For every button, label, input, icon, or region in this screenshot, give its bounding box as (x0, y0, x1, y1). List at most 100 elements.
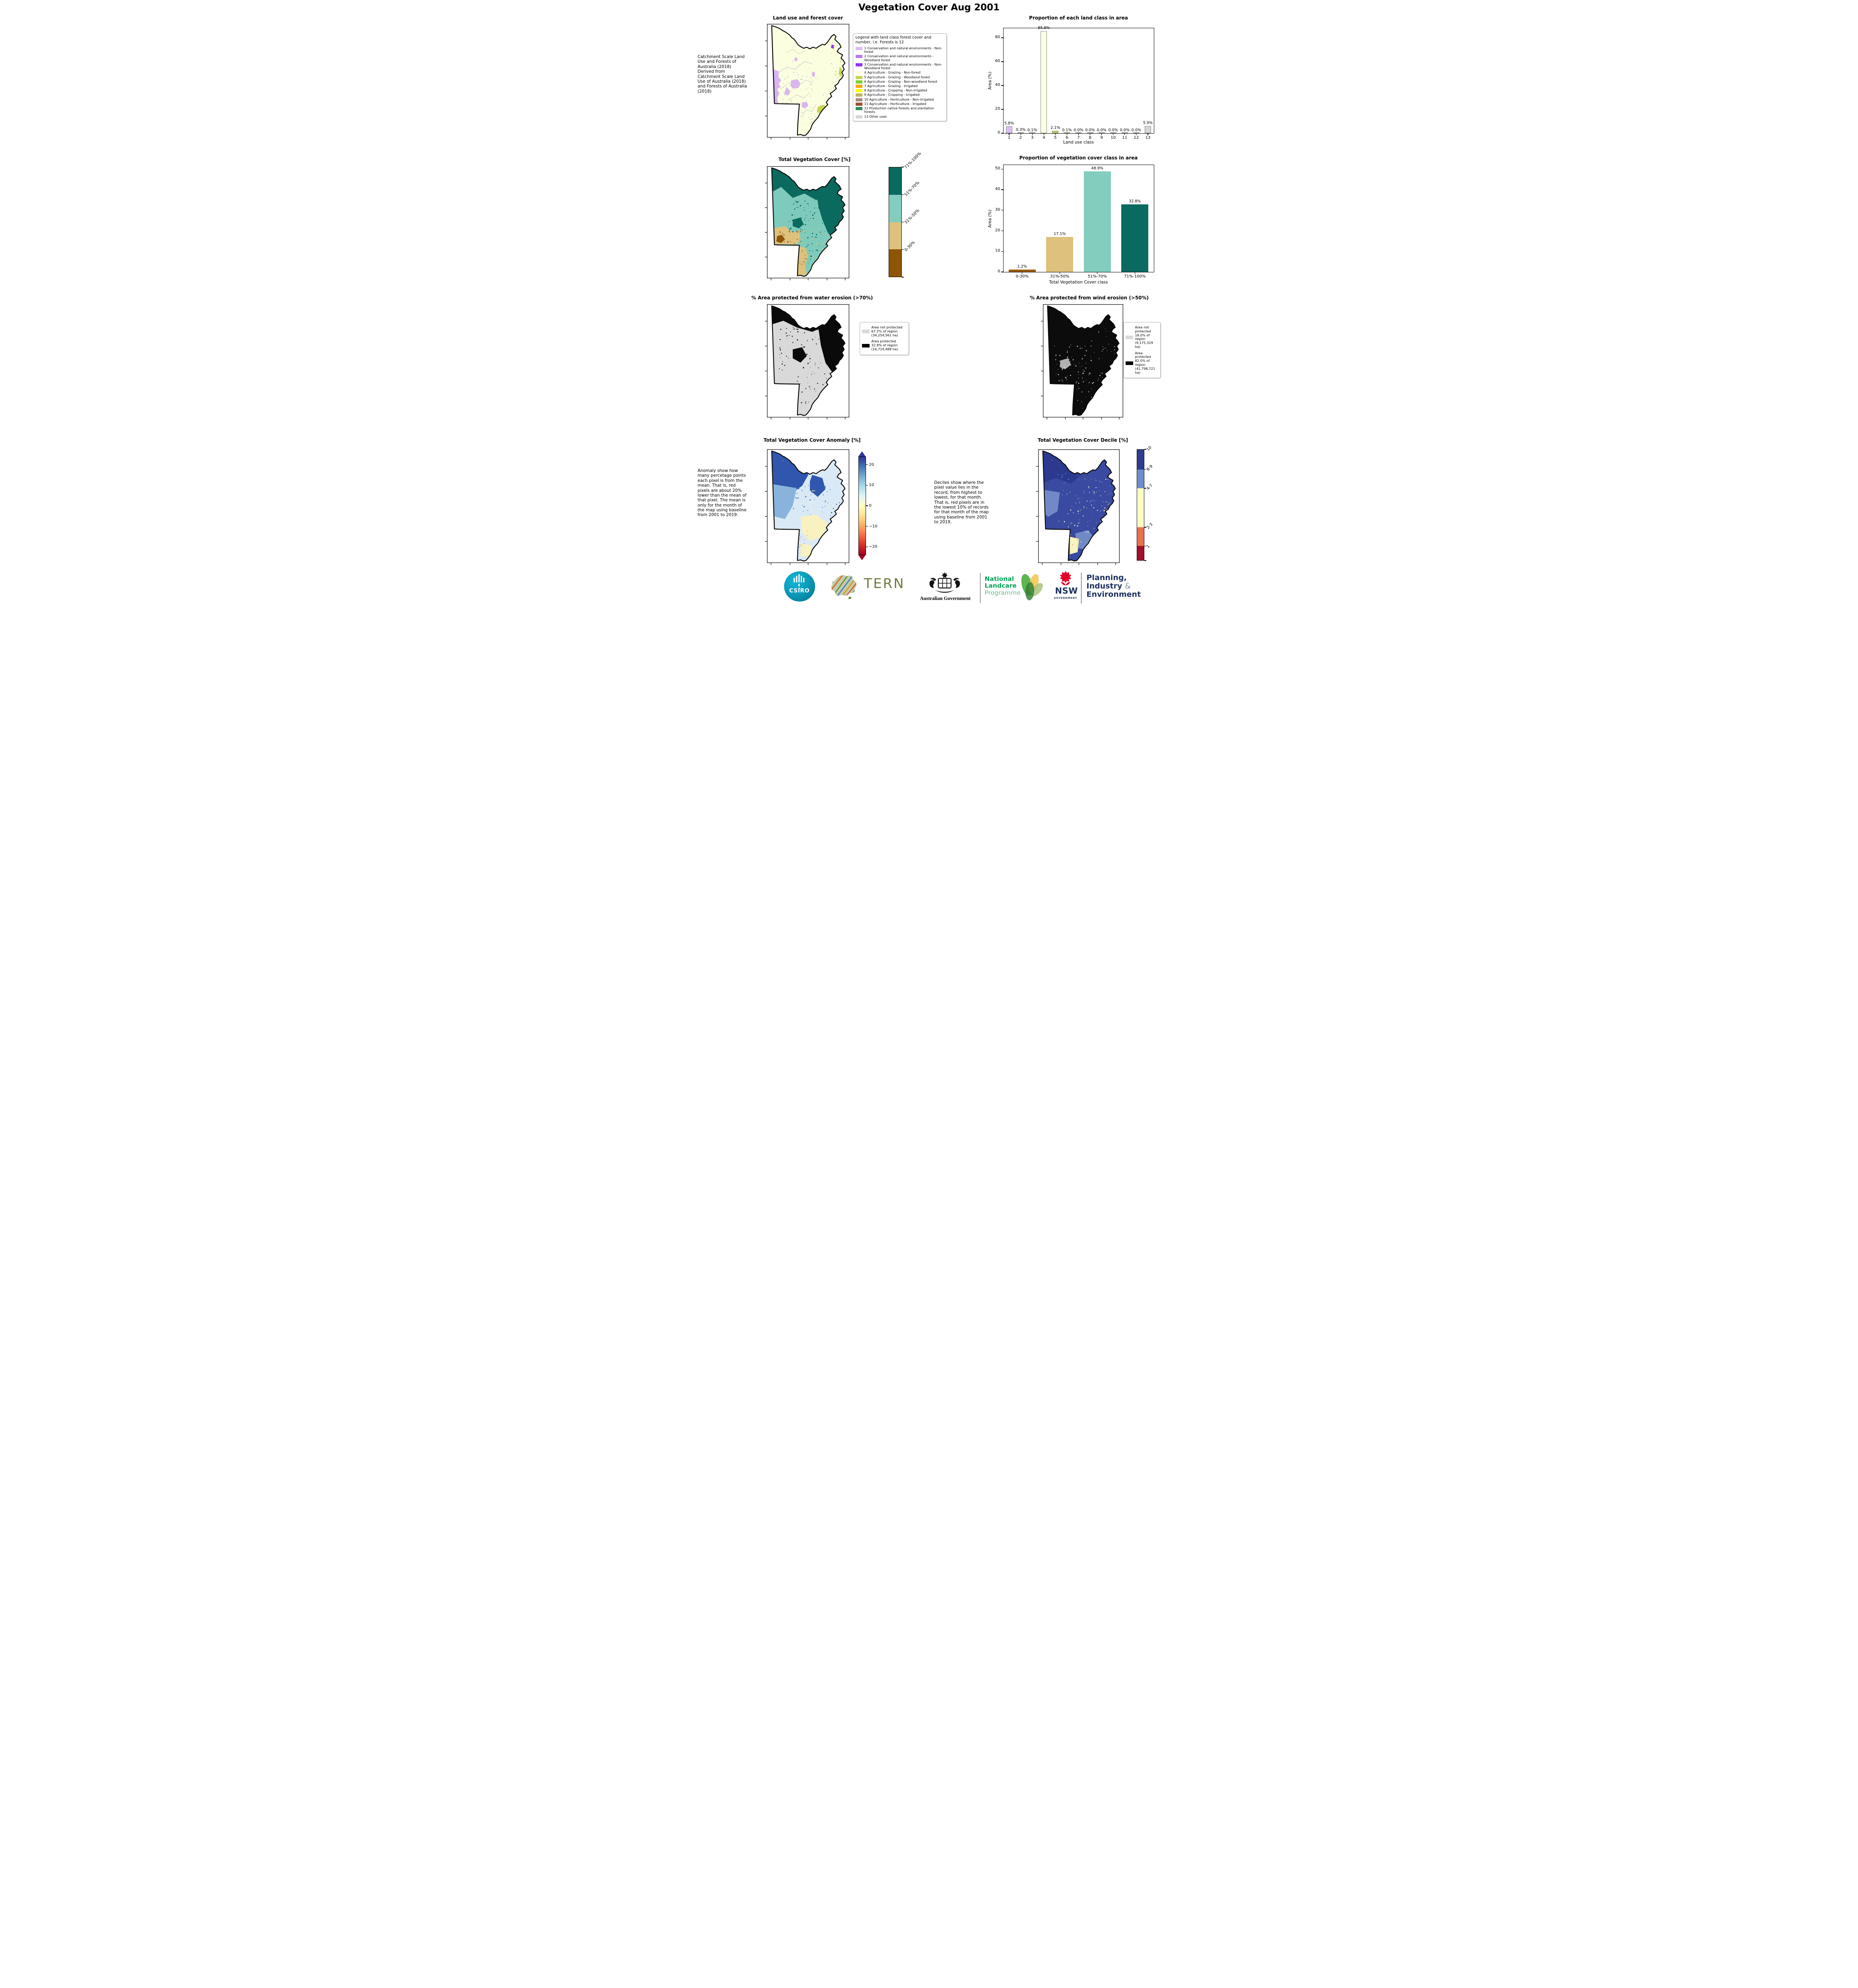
bar-value-label: 0.0% (1120, 128, 1130, 132)
x-tick (1147, 133, 1148, 135)
australian-government-text: Australian Government (920, 596, 971, 601)
bar-value-label: 0.0% (1131, 128, 1141, 132)
bar-value-label: 0.0% (1097, 128, 1107, 132)
legend-swatch (855, 84, 862, 88)
vegcover-map (765, 166, 849, 280)
bar (1133, 132, 1140, 133)
colorbar-label: 10 (1145, 445, 1153, 452)
anomaly-colorbar-arrow-up (858, 451, 866, 456)
x-tick-label: 13 (1145, 136, 1151, 140)
x-tick-label: 51%-70% (1087, 274, 1107, 279)
legend-swatch (855, 102, 862, 106)
colorbar-label: 0-30% (903, 240, 916, 252)
map2-svg (765, 166, 849, 280)
y-tick (1001, 37, 1004, 38)
y-tick-label: 50 (995, 166, 1000, 171)
x-tick-label: 0-30% (1015, 274, 1029, 279)
colorbar-segment (1137, 470, 1144, 489)
veg-class-chart-xlabel: Total Vegetation Cover class (1049, 280, 1108, 285)
y-tick (1001, 61, 1004, 62)
y-tick-label: 20 (995, 107, 1000, 111)
erosion-legend-label: Area protected 82.0% of region (41,798,7… (1135, 351, 1155, 375)
decile-colorbar-bar (1136, 449, 1144, 561)
erosion-legend-label: Area not protected 18.0% of region (9,17… (1135, 325, 1153, 349)
map1-svg (765, 24, 849, 140)
land-class-chart-title: Proportion of each land class in area (1029, 15, 1128, 21)
water-erosion-map (765, 304, 849, 419)
landuse-legend: Legend with land class forest cover and … (852, 33, 947, 121)
colorbar-tick (1144, 469, 1146, 470)
bar (1064, 132, 1070, 133)
report-page: Vegetation Cover Aug 2001 Catchment Scal… (697, 0, 1161, 607)
legend-item-label: 13 Other uses (864, 114, 887, 118)
colorbar-label: 8-9 (1145, 464, 1153, 472)
bar (1006, 126, 1013, 133)
bar-value-label: 17.1% (1054, 231, 1066, 236)
vegcover-colorbar-bar (888, 167, 902, 277)
anomaly-colorbar-label: −10 (869, 524, 878, 529)
wind-erosion-legend: Area not protected 18.0% of region (9,17… (1123, 322, 1161, 379)
map6-svg (1036, 449, 1120, 565)
x-tick (1078, 133, 1079, 135)
legend-item: 3 Conservation and natural environments … (855, 62, 944, 70)
landuse-map-title: Land use and forest cover (773, 15, 843, 21)
tern-australia-icon (831, 575, 856, 599)
bar-value-label: 0.1% (1027, 128, 1037, 132)
csiro-logo (784, 571, 815, 602)
map3-svg (765, 304, 849, 419)
bar-value-label: 0.0% (1108, 128, 1118, 132)
erosion-legend-label: Area protected 32.8% of region (16,719,4… (871, 339, 898, 351)
wind-erosion-title: % Area protected from wind erosion (>50%… (1029, 295, 1149, 301)
legend-item-label: 9 Agriculture - Cropping - Irrigated (864, 93, 920, 97)
ampersand: & (1125, 581, 1131, 590)
bar (1110, 132, 1116, 133)
bar (1083, 171, 1111, 272)
bar (1017, 132, 1024, 133)
anomaly-colorbar-label: 20 (869, 462, 874, 467)
landcare-leaf-icon (1021, 574, 1043, 600)
map5-svg (765, 449, 849, 565)
erosion-legend-item: Area protected 82.0% of region (41,798,7… (1125, 351, 1158, 375)
anomaly-colorbar-bar (858, 456, 866, 555)
agency-line1: Planning, (1086, 573, 1127, 582)
legend-item-label: 2 Conservation and natural environments … (864, 54, 934, 62)
y-tick-label: 10 (995, 248, 1000, 253)
legend-item: 8 Agriculture - Cropping - Non-irrigated (855, 88, 944, 93)
landuse-legend-title: Legend with land class forest cover and … (855, 35, 932, 45)
bar-value-label: 0.0% (1085, 128, 1095, 132)
nsw-government-text: GOVERNMENT (1054, 596, 1078, 600)
legend-item-label: 5 Agriculture - Grazing - Woodland fores… (864, 75, 930, 79)
legend-item: 6 Agriculture - Grazing - Non-woodland f… (855, 80, 944, 83)
y-tick-label: 30 (995, 207, 1000, 212)
legend-item-label: 3 Conservation and natural environments … (864, 62, 942, 70)
legend-item-label: 1 Conservation and natural environments … (864, 46, 942, 54)
legend-item: 12 Production native forests and plantat… (855, 106, 944, 114)
legend-item-label: 7 Agriculture - Grazing - Irrigated (864, 83, 918, 88)
colorbar-label: 51%-70% (903, 181, 920, 198)
x-tick-label: 5 (1054, 136, 1057, 140)
x-tick-label: 31%-50% (1050, 274, 1070, 279)
decile-map (1036, 449, 1120, 565)
y-tick-label: 0 (998, 130, 1000, 135)
colorbar-tick (1144, 560, 1146, 561)
colorbar-label: 1 (1145, 544, 1151, 549)
bar-value-label: 48.9% (1091, 166, 1103, 171)
bar (1087, 132, 1093, 133)
anomaly-map (765, 449, 849, 565)
page-title: Vegetation Cover Aug 2001 (858, 2, 1000, 13)
legend-swatch (855, 63, 862, 66)
legend-item: 11 Agriculture - Horticulture - Irrigate… (855, 102, 944, 106)
tern-logo-text: TERN (864, 576, 905, 592)
legend-item-label: 8 Agriculture - Cropping - Non-irrigated (864, 88, 927, 93)
veg-class-chart-plot: 0 10 20 30 40 50 1.2% 0-30% 17.1% 31%-50% 48.9% 51%… (995, 165, 1154, 279)
erosion-legend-swatch (1125, 361, 1133, 365)
legend-swatch (855, 115, 862, 118)
colorbar-segment (889, 194, 901, 222)
anomaly-colorbar-label: 10 (869, 483, 874, 487)
x-tick (1055, 133, 1056, 135)
legend-swatch (855, 76, 862, 79)
bar-value-label: 1.2% (1017, 264, 1027, 269)
erosion-legend-swatch (862, 344, 870, 348)
y-tick-label: 20 (995, 228, 1000, 233)
nsw-logo-text: NSW (1055, 586, 1078, 596)
